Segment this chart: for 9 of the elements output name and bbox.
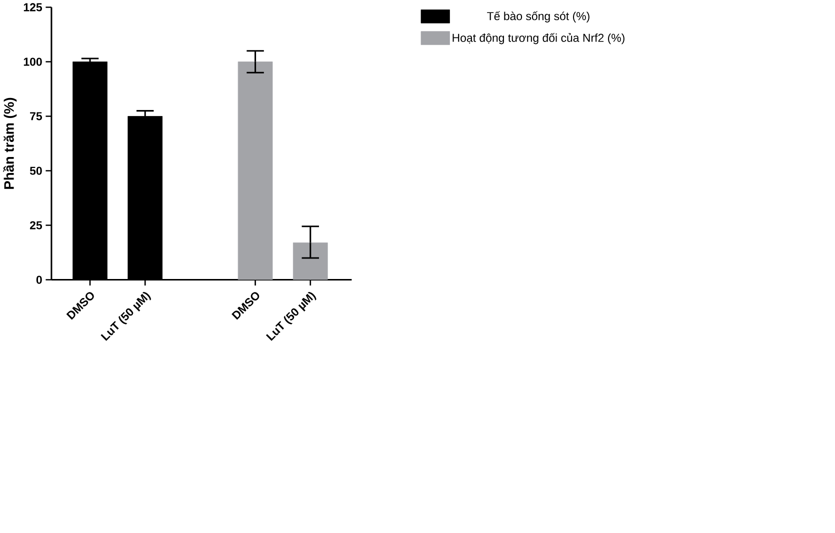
y-axis-title: Phần trăm (%) [3,98,17,190]
text: Tế bào sống sót (%) [487,11,590,23]
legend-label: Hoạt động tương đối của Nrf2 (%) [452,33,624,44]
y-tick-label: 100 [24,58,42,66]
y-tick-label: 0 [36,276,42,284]
y-tick-label: 125 [24,3,42,12]
y-tick-label: 25 [30,221,42,230]
y-tick-label: 75 [30,112,42,120]
y-tick-label: 50 [30,166,42,175]
